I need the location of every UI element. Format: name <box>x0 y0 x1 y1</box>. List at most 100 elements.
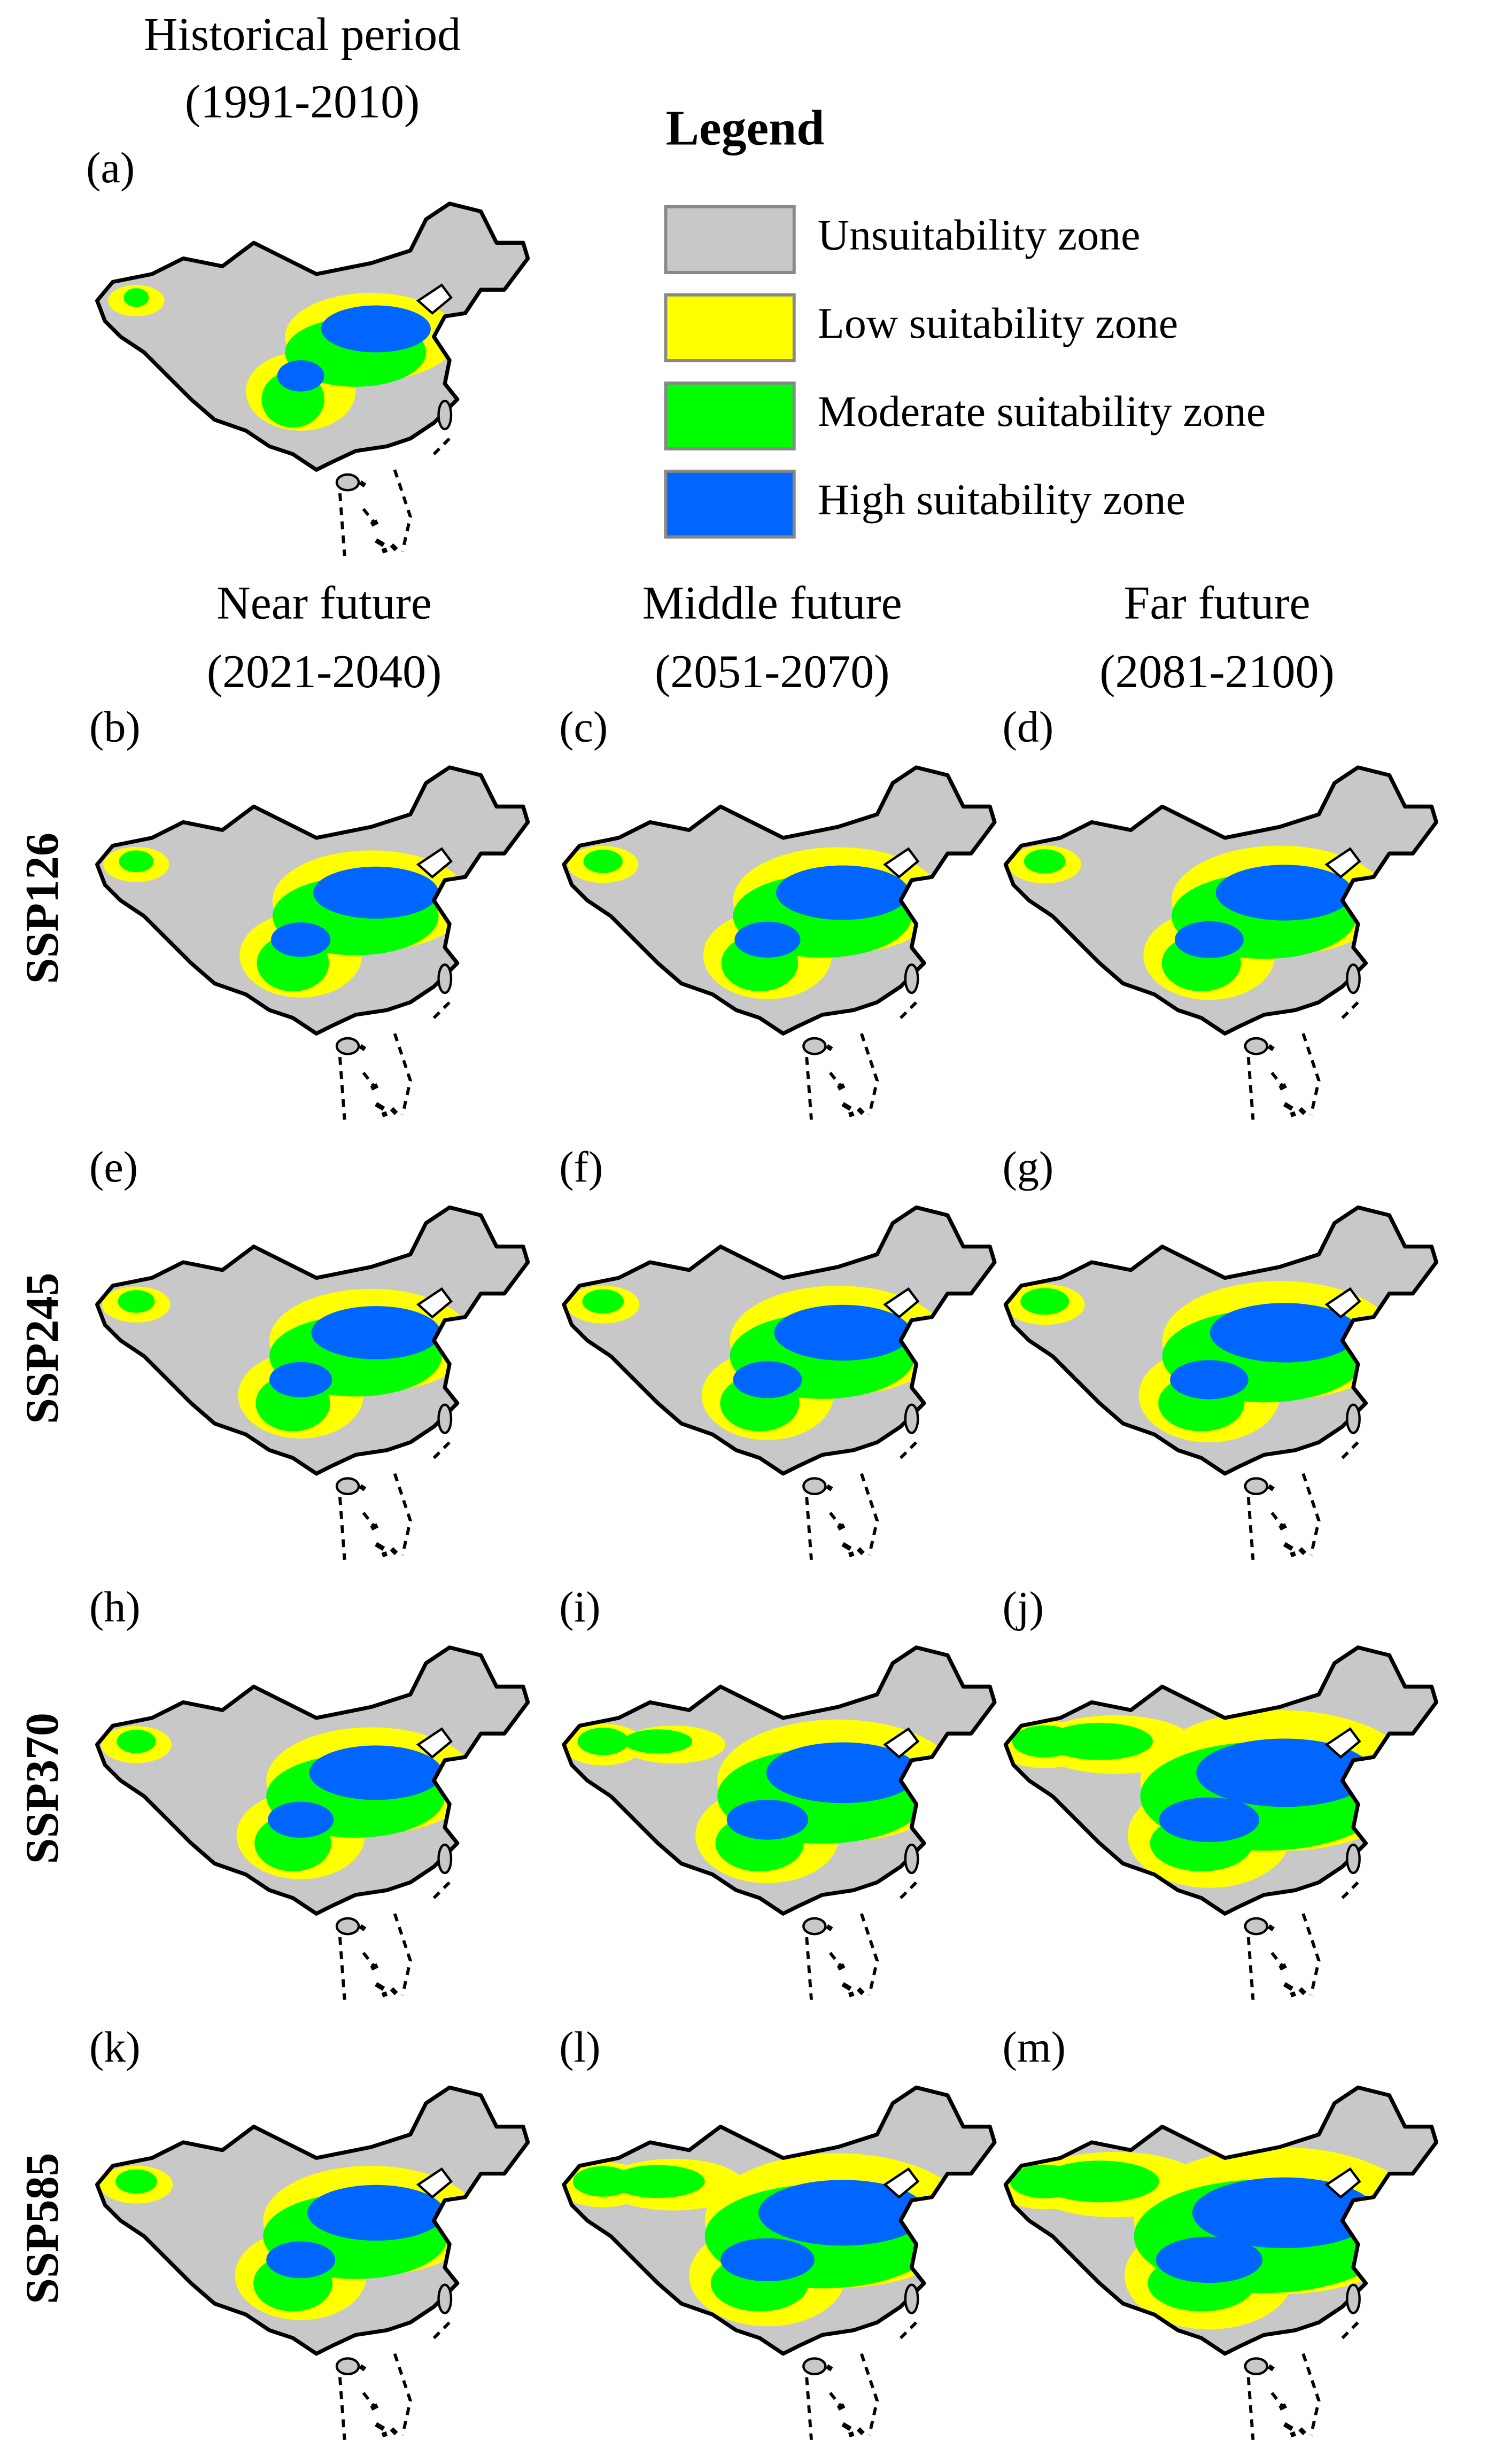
bay <box>416 1727 453 1759</box>
island <box>1346 2283 1361 2314</box>
high-zone <box>1210 1303 1359 1363</box>
high-zone <box>1192 2177 1377 2249</box>
moderate-zone <box>115 2169 157 2194</box>
country-outline <box>95 201 530 472</box>
map <box>95 201 530 556</box>
high-zone <box>734 921 801 958</box>
islets <box>359 1484 398 1558</box>
panel-label: (m) <box>1003 2023 1066 2071</box>
moderate-zone <box>577 1728 629 1755</box>
island <box>802 1917 827 1936</box>
zones <box>103 846 470 998</box>
moderate-zone <box>582 1289 624 1314</box>
panel-label: (d) <box>1003 702 1054 751</box>
map <box>562 2085 997 2440</box>
island <box>1346 1844 1361 1875</box>
island <box>1346 1403 1361 1434</box>
island <box>437 2283 453 2314</box>
islets <box>1267 1924 1307 1997</box>
island <box>1244 1917 1268 1936</box>
bay <box>416 1287 453 1319</box>
map <box>1003 1645 1438 2000</box>
high-zone <box>1174 921 1244 958</box>
scenario-label: SSP370 <box>17 1713 68 1864</box>
bay <box>1324 2167 1361 2199</box>
country-outline <box>1003 1645 1438 1916</box>
country-outline <box>562 1645 997 1916</box>
map <box>95 1205 530 1560</box>
legend-title: Legend <box>665 100 824 156</box>
island <box>802 1477 827 1495</box>
moderate-zone <box>119 850 154 873</box>
zones <box>102 1286 474 1439</box>
islets <box>1267 1484 1307 1558</box>
boundary <box>338 2321 451 2440</box>
islets <box>825 2364 865 2438</box>
map <box>562 765 997 1120</box>
bay <box>883 1287 920 1319</box>
island <box>335 473 360 492</box>
moderate-zone <box>1040 2160 1159 2203</box>
legend-label: Unsuitability zone <box>818 211 1141 259</box>
country-outline <box>562 765 997 1036</box>
high-zone <box>307 2185 445 2241</box>
high-zone <box>1156 2236 1263 2283</box>
legend-label: Low suitability zone <box>818 299 1178 347</box>
high-zone <box>311 1306 441 1359</box>
boundary <box>338 1881 451 2000</box>
panel-label: (f) <box>559 1142 603 1191</box>
legend-swatch <box>664 293 796 362</box>
map <box>1003 2085 1438 2440</box>
island <box>335 1037 360 1055</box>
islets <box>359 1924 398 1997</box>
bay <box>1324 1287 1361 1319</box>
island <box>437 1844 453 1875</box>
island <box>802 1037 827 1055</box>
boundary <box>338 437 451 556</box>
country-outline <box>562 1205 997 1476</box>
zones <box>567 1285 947 1440</box>
high-zone <box>277 360 324 392</box>
island <box>904 2283 919 2314</box>
bay <box>1324 847 1361 879</box>
islets <box>1267 1044 1307 1117</box>
country-outline <box>1003 1205 1438 1476</box>
high-zone <box>1215 865 1353 921</box>
panel-label: (j) <box>1003 1582 1044 1631</box>
bay <box>883 1727 920 1759</box>
column-title: Far future <box>1123 577 1310 629</box>
zones <box>563 1719 959 1884</box>
country-outline <box>95 765 530 1036</box>
high-zone <box>309 1745 443 1800</box>
island <box>1244 1037 1268 1055</box>
panel-label: (b) <box>89 702 141 751</box>
high-zone <box>268 1801 334 1838</box>
moderate-zone <box>1024 849 1066 874</box>
boundary <box>805 1441 918 1560</box>
islets <box>1267 2364 1307 2438</box>
island <box>437 400 453 431</box>
zones <box>101 1726 476 1879</box>
high-zone <box>1170 1360 1249 1400</box>
zones <box>568 846 943 999</box>
map <box>95 1645 530 2000</box>
high-zone <box>1159 1797 1260 1843</box>
column-title: Middle future <box>642 577 902 629</box>
map <box>562 1205 997 1560</box>
islets <box>825 1044 865 1117</box>
island <box>1244 1477 1268 1495</box>
moderate-zone <box>583 849 623 873</box>
islets <box>359 1044 398 1117</box>
high-zone <box>321 305 431 353</box>
high-zone <box>766 1742 919 1804</box>
high-zone <box>1196 1738 1373 1807</box>
bay <box>416 2167 453 2199</box>
high-zone <box>266 2241 336 2279</box>
column-period: (2081-2100) <box>1099 646 1334 698</box>
column-period: (2051-2070) <box>655 646 889 698</box>
bay <box>416 283 453 315</box>
legend-label: High suitability zone <box>818 475 1185 524</box>
panel-label: (g) <box>1003 1142 1054 1191</box>
column-period: (2021-2040) <box>207 646 441 698</box>
high-zone <box>720 2238 815 2282</box>
